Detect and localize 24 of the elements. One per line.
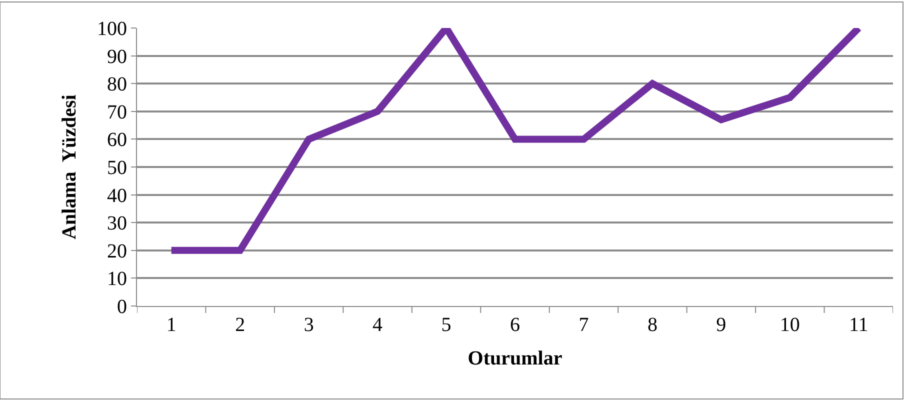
y-tick-label: 70 [107, 101, 127, 124]
y-tick-label: 0 [117, 296, 127, 318]
x-tick-label: 8 [647, 314, 658, 336]
y-tick-label: 40 [107, 184, 127, 207]
x-tick-label: 2 [235, 314, 246, 336]
x-tick-label: 4 [372, 314, 383, 336]
y-tick-label: 20 [107, 240, 127, 262]
y-tick-label: 30 [107, 212, 127, 235]
x-tick-label: 10 [780, 314, 800, 336]
x-tick-label: 5 [441, 314, 452, 336]
x-tick-label: 11 [849, 314, 868, 336]
y-tick-label: 100 [97, 18, 127, 40]
x-axis-title: Oturumlar [468, 348, 562, 370]
y-tick-label: 90 [107, 46, 127, 68]
x-tick-label: 1 [166, 314, 176, 336]
x-tick-label: 3 [304, 314, 314, 336]
y-tick-label: 10 [107, 268, 127, 290]
y-axis-title: Anlama Yüzdesi [58, 94, 80, 240]
x-tick-label: 7 [578, 314, 589, 336]
y-tick-label: 80 [107, 74, 127, 96]
x-tick-label: 9 [716, 314, 726, 336]
y-tick-label: 50 [107, 157, 127, 179]
x-tick-label: 6 [510, 314, 520, 336]
y-tick-label: 60 [107, 129, 127, 152]
